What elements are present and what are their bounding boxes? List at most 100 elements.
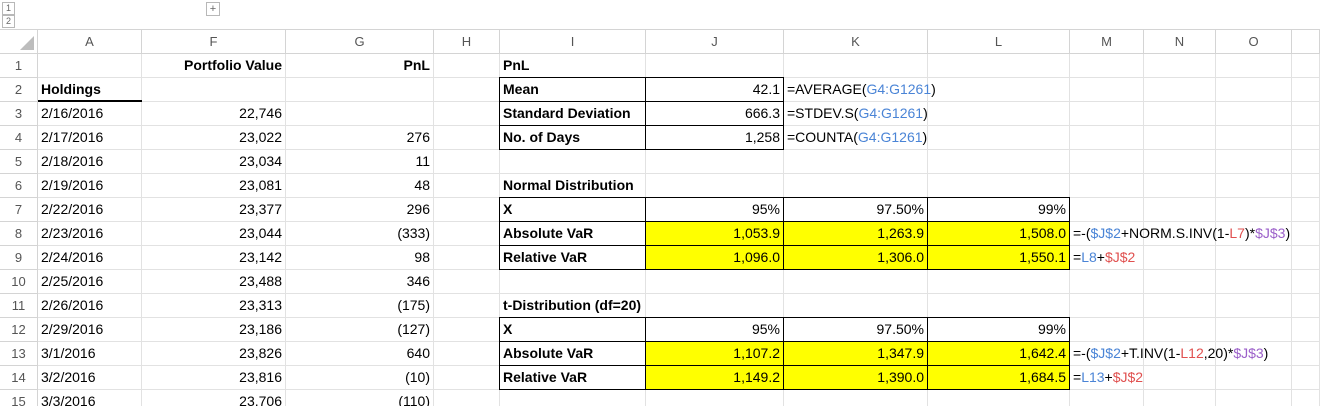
cell[interactable] — [434, 390, 500, 406]
row-header[interactable]: 8 — [0, 222, 38, 246]
cell[interactable] — [286, 174, 434, 198]
cell[interactable] — [38, 102, 142, 126]
cell[interactable] — [500, 318, 646, 342]
cell[interactable] — [38, 222, 142, 246]
cell[interactable] — [286, 294, 434, 318]
cell[interactable] — [928, 390, 1070, 406]
cell[interactable] — [1144, 270, 1216, 294]
cell[interactable] — [38, 198, 142, 222]
cell[interactable] — [1144, 198, 1216, 222]
cell[interactable] — [784, 54, 928, 78]
cell[interactable] — [646, 270, 784, 294]
cell[interactable] — [1216, 222, 1292, 246]
cell[interactable] — [286, 198, 434, 222]
cell[interactable] — [928, 294, 1070, 318]
cell[interactable] — [1216, 102, 1292, 126]
cell[interactable] — [286, 54, 434, 78]
cell[interactable] — [500, 150, 646, 174]
cell[interactable] — [1216, 78, 1292, 102]
column-header[interactable]: J — [646, 30, 784, 54]
cell[interactable] — [1144, 150, 1216, 174]
cell[interactable] — [1216, 150, 1292, 174]
cell[interactable] — [142, 270, 286, 294]
cell[interactable] — [928, 150, 1070, 174]
cell[interactable] — [1144, 222, 1216, 246]
column-header[interactable]: I — [500, 30, 646, 54]
cell[interactable] — [434, 222, 500, 246]
cell[interactable] — [928, 246, 1070, 270]
cell[interactable] — [1216, 294, 1292, 318]
cell[interactable] — [1216, 342, 1292, 366]
row-header[interactable]: 12 — [0, 318, 38, 342]
cell[interactable] — [784, 102, 928, 126]
cell[interactable] — [38, 54, 142, 78]
cell[interactable] — [286, 222, 434, 246]
cell[interactable] — [142, 102, 286, 126]
cell[interactable] — [784, 294, 928, 318]
cell[interactable] — [928, 270, 1070, 294]
cell[interactable] — [1070, 198, 1144, 222]
cell[interactable] — [142, 150, 286, 174]
cell[interactable] — [434, 174, 500, 198]
cell[interactable] — [142, 342, 286, 366]
column-header[interactable]: H — [434, 30, 500, 54]
row-header[interactable]: 13 — [0, 342, 38, 366]
cell[interactable] — [1216, 126, 1292, 150]
cell[interactable] — [1070, 102, 1144, 126]
cell[interactable] — [38, 342, 142, 366]
cell[interactable] — [38, 174, 142, 198]
cell[interactable] — [434, 318, 500, 342]
cell[interactable] — [1144, 78, 1216, 102]
cell[interactable] — [1070, 390, 1144, 406]
cell[interactable] — [1144, 126, 1216, 150]
cell[interactable] — [1070, 294, 1144, 318]
cell[interactable] — [784, 78, 928, 102]
cell[interactable] — [38, 270, 142, 294]
cell[interactable] — [784, 390, 928, 406]
row-header[interactable]: 6 — [0, 174, 38, 198]
cell[interactable] — [1070, 150, 1144, 174]
cell[interactable] — [142, 126, 286, 150]
column-header[interactable]: N — [1144, 30, 1216, 54]
cell[interactable] — [646, 342, 784, 366]
cell[interactable] — [142, 222, 286, 246]
cell[interactable] — [286, 390, 434, 406]
column-header[interactable]: O — [1216, 30, 1292, 54]
cell[interactable] — [1070, 342, 1144, 366]
row-header[interactable]: 2 — [0, 78, 38, 102]
cell[interactable] — [142, 78, 286, 102]
cell[interactable] — [1144, 390, 1216, 406]
row-header[interactable]: 1 — [0, 54, 38, 78]
cell[interactable] — [434, 366, 500, 390]
cell[interactable] — [286, 150, 434, 174]
cell[interactable] — [434, 54, 500, 78]
cell[interactable] — [38, 294, 142, 318]
cell[interactable] — [286, 102, 434, 126]
column-header[interactable]: K — [784, 30, 928, 54]
cell[interactable] — [434, 126, 500, 150]
cell[interactable] — [286, 270, 434, 294]
cell[interactable] — [142, 294, 286, 318]
cell[interactable] — [646, 150, 784, 174]
cell[interactable] — [434, 342, 500, 366]
outline-level[interactable]: 2 — [2, 15, 15, 28]
cell[interactable] — [1144, 54, 1216, 78]
cell[interactable] — [646, 390, 784, 406]
cell[interactable] — [1216, 54, 1292, 78]
cell[interactable] — [1070, 270, 1144, 294]
cell[interactable] — [1216, 366, 1292, 390]
column-header[interactable]: A — [38, 30, 142, 54]
cell[interactable] — [38, 318, 142, 342]
cell[interactable] — [142, 366, 286, 390]
cell[interactable] — [38, 126, 142, 150]
cell[interactable] — [784, 366, 928, 390]
cell[interactable] — [286, 126, 434, 150]
cell[interactable] — [142, 390, 286, 406]
cell[interactable] — [1216, 246, 1292, 270]
cell[interactable] — [1070, 78, 1144, 102]
cell[interactable] — [1070, 246, 1144, 270]
cell[interactable] — [434, 198, 500, 222]
row-header[interactable]: 7 — [0, 198, 38, 222]
cell[interactable] — [928, 174, 1070, 198]
cell[interactable] — [38, 390, 142, 406]
